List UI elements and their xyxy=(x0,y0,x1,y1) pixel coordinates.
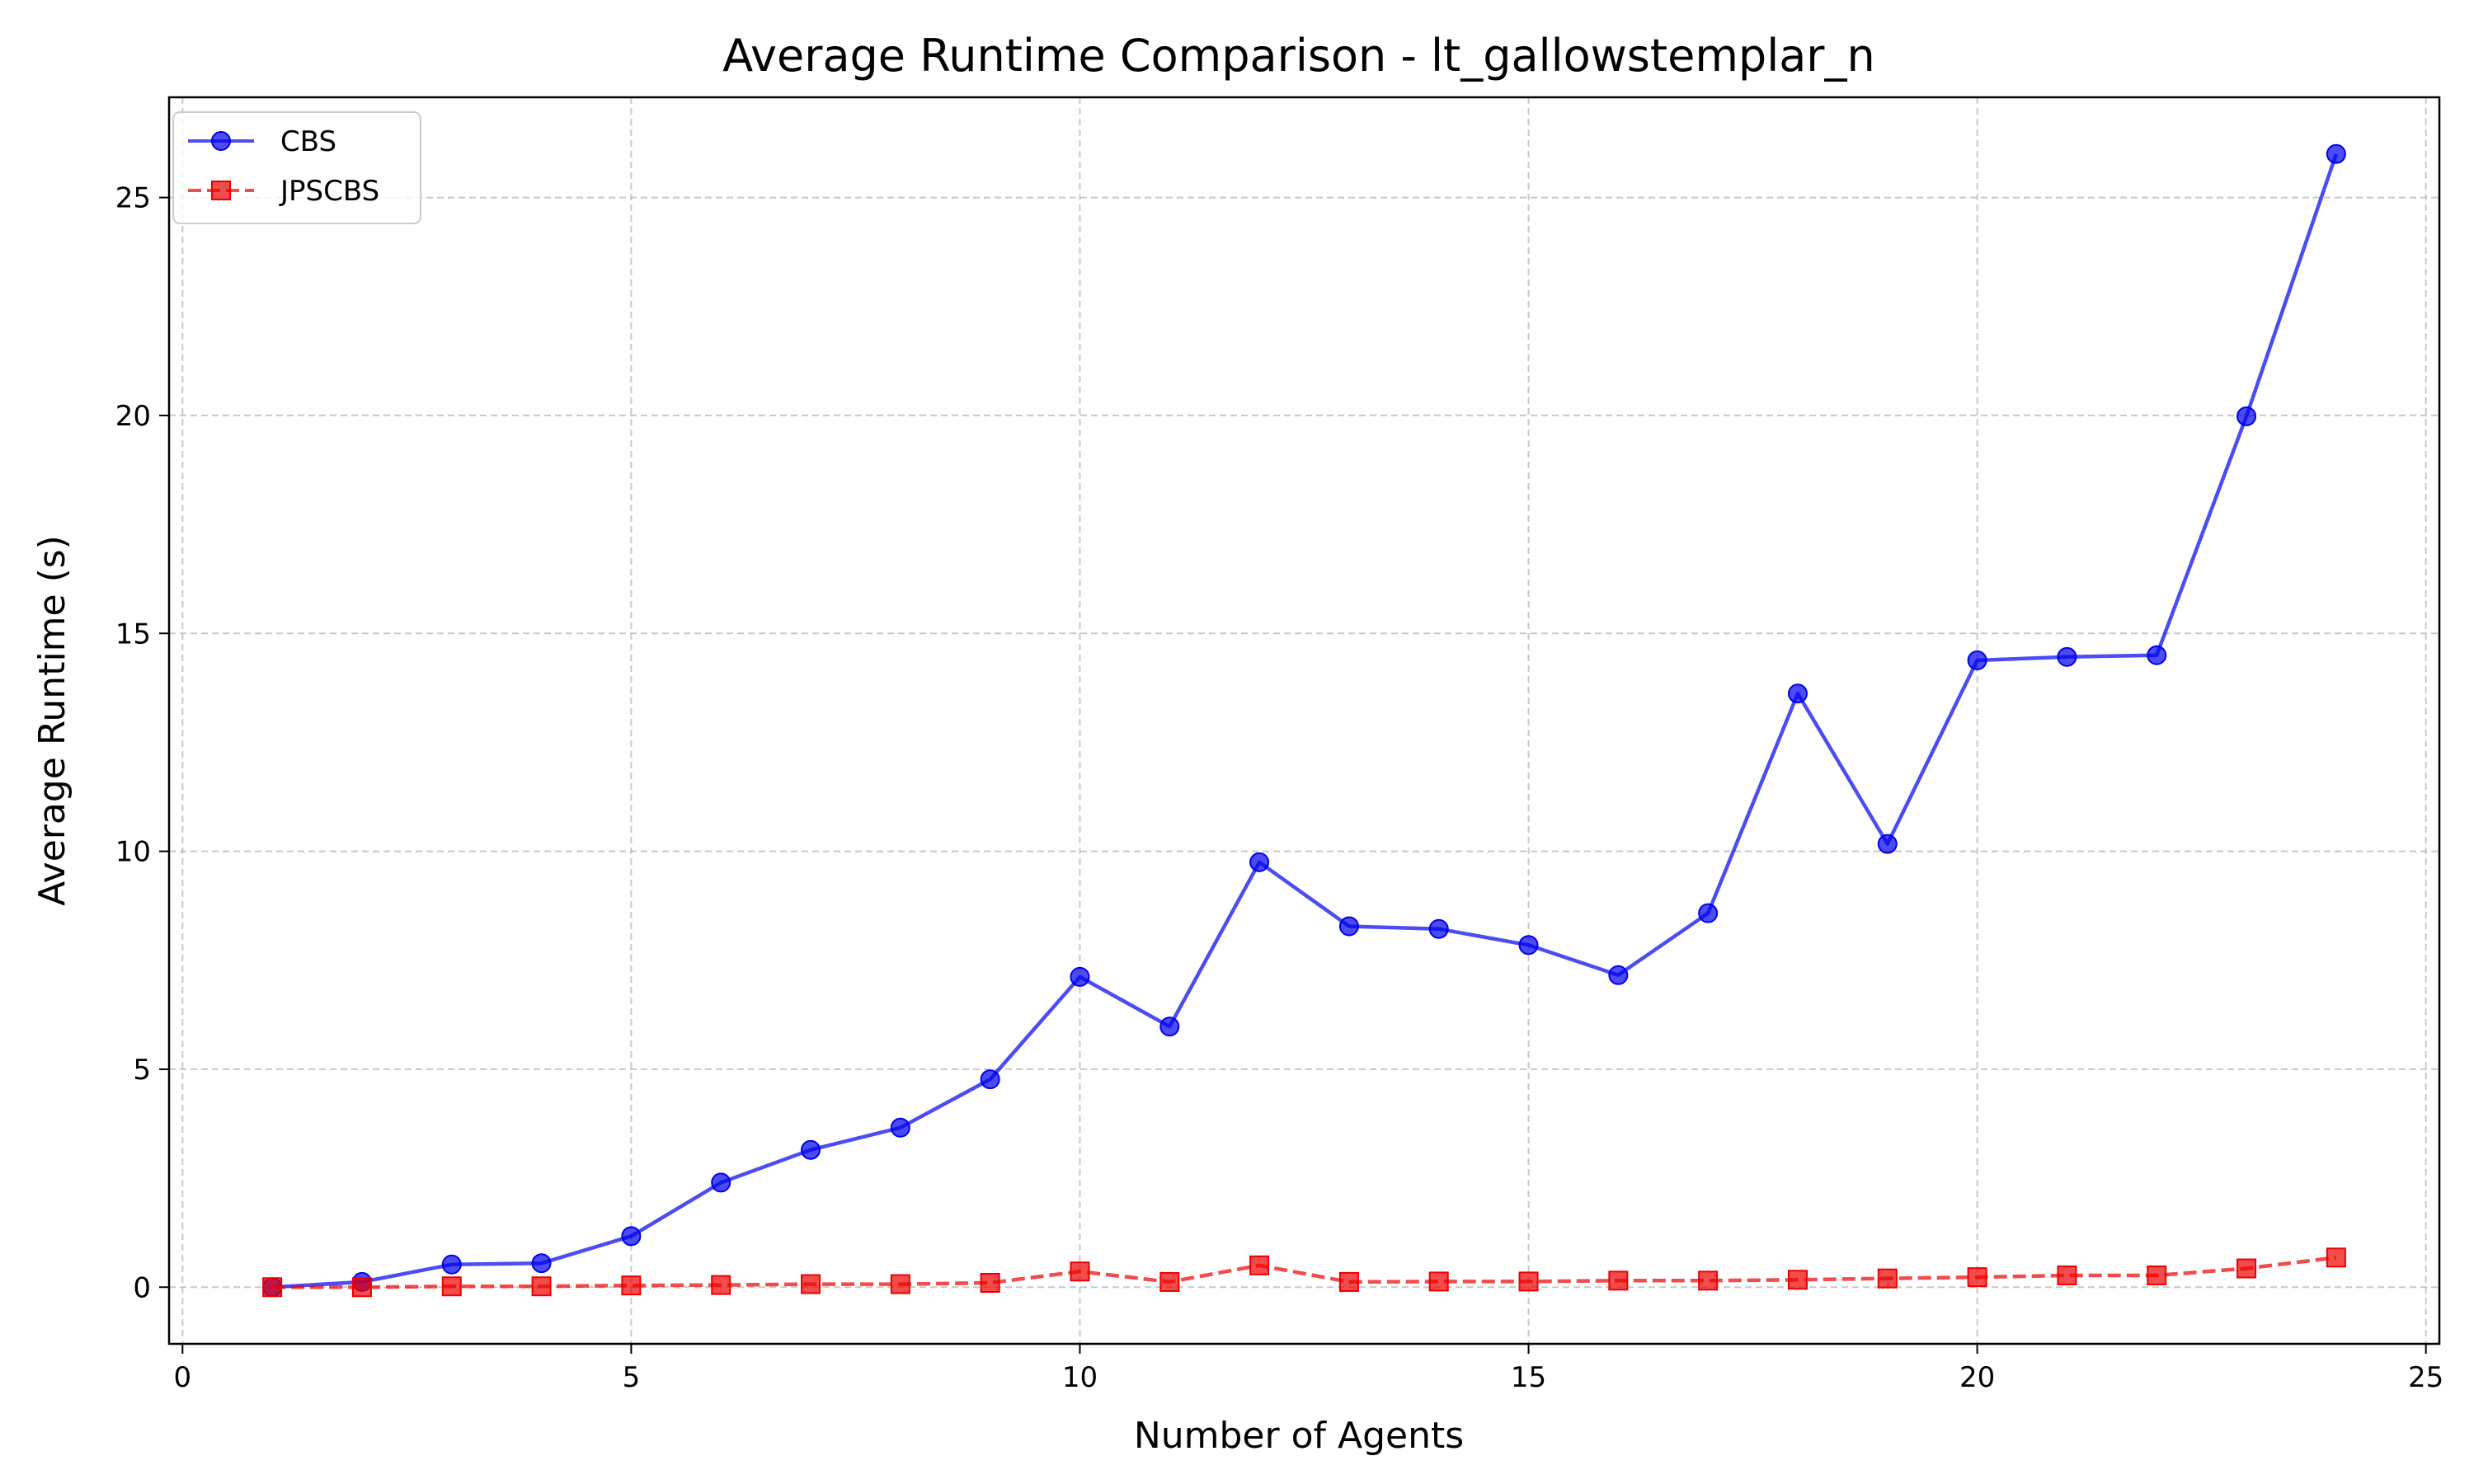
cbs-point xyxy=(2057,646,2077,667)
cbs-point xyxy=(621,1226,642,1247)
jpscbs-point xyxy=(2326,1247,2346,1268)
jpscbs-line xyxy=(272,1256,2337,1289)
jpscbs-point xyxy=(531,1276,552,1297)
series-layer xyxy=(262,143,2346,1298)
jpscbs-point xyxy=(801,1274,821,1294)
y-tick-label: 25 xyxy=(115,182,151,215)
jpscbs-point xyxy=(351,1277,372,1298)
jpscbs-point xyxy=(1787,1270,1808,1290)
cbs-point xyxy=(711,1172,731,1193)
legend-jpscbs-marker xyxy=(211,181,231,200)
jpscbs-point xyxy=(1698,1270,1719,1291)
jpscbs-point xyxy=(980,1272,1000,1293)
y-tick-label: 10 xyxy=(115,836,151,869)
x-tick-label: 20 xyxy=(1959,1361,1995,1394)
cbs-point xyxy=(1338,916,1359,937)
cbs-line xyxy=(271,153,2339,1289)
y-tick-label: 20 xyxy=(115,400,151,433)
cbs-point xyxy=(1070,966,1090,987)
x-axis-label: Number of Agents xyxy=(1134,1415,1464,1457)
x-tick-label: 25 xyxy=(2408,1361,2443,1394)
cbs-point xyxy=(1877,834,1898,854)
jpscbs-point xyxy=(2147,1265,2167,1285)
jpscbs-point xyxy=(262,1277,283,1298)
jpscbs-point xyxy=(1159,1271,1180,1292)
x-tick-label: 5 xyxy=(623,1361,641,1394)
plot-frame xyxy=(167,96,2441,1345)
jpscbs-point xyxy=(1338,1271,1359,1292)
legend: CBS JPSCBS xyxy=(172,111,421,224)
y-tick-label: 0 xyxy=(133,1271,151,1304)
cbs-point xyxy=(1159,1017,1180,1037)
cbs-point xyxy=(890,1117,910,1138)
y-axis-label: Average Runtime (s) xyxy=(31,535,73,906)
cbs-point xyxy=(1518,935,1539,956)
y-tick-label: 15 xyxy=(115,618,151,650)
jpscbs-point xyxy=(621,1275,642,1296)
legend-cbs-label: CBS xyxy=(280,125,336,158)
jpscbs-point xyxy=(1249,1255,1270,1275)
cbs-point xyxy=(441,1254,462,1275)
jpscbs-point xyxy=(2236,1258,2257,1279)
cbs-point xyxy=(801,1139,821,1160)
cbs-point xyxy=(2147,645,2167,665)
chart-title: Average Runtime Comparison - lt_gallowst… xyxy=(722,30,1874,82)
cbs-point xyxy=(980,1069,1000,1090)
cbs-point xyxy=(2326,143,2346,164)
grid xyxy=(169,97,2439,1344)
x-tick-label: 10 xyxy=(1062,1361,1098,1394)
cbs-point xyxy=(2236,406,2257,426)
jpscbs-point xyxy=(1518,1271,1539,1292)
jpscbs-point xyxy=(1070,1261,1090,1282)
cbs-point xyxy=(1698,903,1719,923)
jpscbs-point xyxy=(1428,1271,1449,1292)
y-tick-label: 5 xyxy=(133,1054,151,1087)
jpscbs-point xyxy=(890,1274,910,1294)
cbs-point xyxy=(1608,965,1629,985)
cbs-point xyxy=(1249,852,1270,872)
legend-cbs-marker xyxy=(211,131,231,151)
cbs-point xyxy=(531,1253,552,1274)
jpscbs-point xyxy=(1608,1270,1629,1291)
jpscbs-point xyxy=(1967,1267,1987,1288)
x-tick-label: 15 xyxy=(1511,1361,1546,1394)
cbs-point xyxy=(1428,918,1449,939)
legend-jpscbs-label: JPSCBS xyxy=(279,175,379,208)
jpscbs-point xyxy=(1877,1268,1898,1289)
axis-ticks: 0 5 10 15 20 25 0 5 10 15 20 25 xyxy=(115,182,2444,1394)
x-tick-label: 0 xyxy=(174,1361,192,1394)
jpscbs-point xyxy=(441,1276,462,1297)
jpscbs-point xyxy=(2057,1265,2077,1285)
jpscbs-point xyxy=(711,1275,731,1295)
cbs-point xyxy=(1967,650,1987,671)
cbs-point xyxy=(1787,683,1808,704)
